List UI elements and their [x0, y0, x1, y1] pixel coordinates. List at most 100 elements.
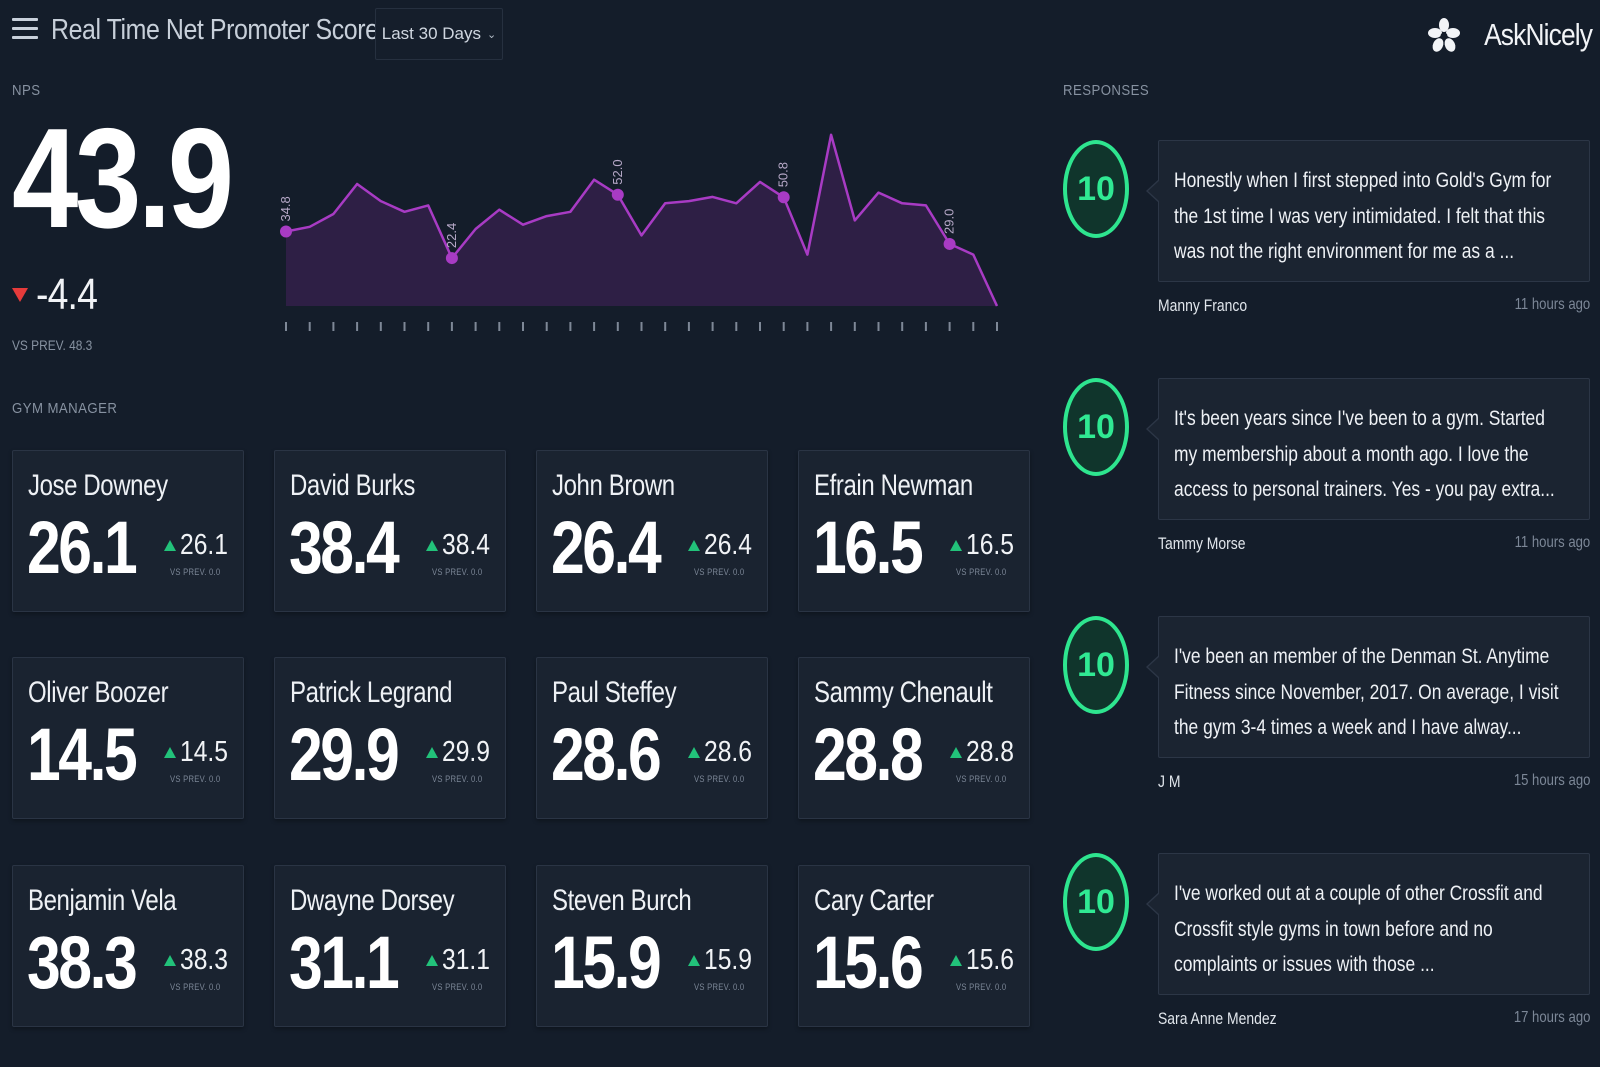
- trend-up-icon: [164, 747, 176, 758]
- response-item[interactable]: 10 I've been an member of the Denman St. …: [1063, 616, 1593, 816]
- manager-score: 15.6: [813, 921, 924, 1004]
- trend-up-icon: [688, 955, 700, 966]
- manager-previous: VS PREV. 0.0: [432, 774, 483, 784]
- trend-up-icon: [688, 540, 700, 551]
- manager-delta-value: 14.5: [180, 736, 228, 768]
- manager-previous: VS PREV. 0.0: [170, 774, 221, 784]
- respondent-name: Manny Franco: [1158, 296, 1248, 315]
- manager-card[interactable]: John Brown 26.4 26.4 VS PREV. 0.0: [536, 450, 768, 612]
- manager-score: 15.9: [551, 921, 662, 1004]
- manager-card[interactable]: Jose Downey 26.1 26.1 VS PREV. 0.0: [12, 450, 244, 612]
- hamburger-menu-icon[interactable]: [12, 18, 38, 40]
- response-score-badge: 10: [1063, 140, 1129, 238]
- manager-score: 28.6: [551, 713, 662, 796]
- nps-series-line: [285, 133, 999, 307]
- manager-name: Sammy Chenault: [814, 676, 993, 709]
- data-label: 34.8: [280, 196, 293, 221]
- response-comment-bubble[interactable]: I've been an member of the Denman St. An…: [1146, 616, 1590, 758]
- manager-score: 26.4: [551, 506, 662, 589]
- flower-logo-icon: [1427, 18, 1460, 52]
- manager-delta-value: 15.6: [966, 944, 1014, 976]
- trend-down-icon: [12, 288, 28, 302]
- manager-delta: 38.4: [426, 529, 498, 562]
- manager-delta: 38.3: [164, 944, 236, 977]
- manager-name: Oliver Boozer: [28, 676, 169, 709]
- manager-delta-value: 29.9: [442, 736, 490, 768]
- manager-score: 31.1: [289, 921, 400, 1004]
- gym-manager-label: GYM MANAGER: [12, 400, 118, 417]
- manager-delta: 28.6: [688, 736, 760, 769]
- trend-up-icon: [950, 747, 962, 758]
- manager-name: Benjamin Vela: [28, 884, 177, 917]
- responses-label: RESPONSES: [1063, 82, 1150, 99]
- nps-previous: VS PREV. 48.3: [12, 337, 93, 353]
- manager-previous: VS PREV. 0.0: [694, 567, 745, 577]
- manager-score: 38.4: [289, 506, 400, 589]
- manager-card[interactable]: Efrain Newman 16.5 16.5 VS PREV. 0.0: [798, 450, 1030, 612]
- data-point[interactable]: [280, 225, 292, 238]
- manager-delta-value: 28.8: [966, 736, 1014, 768]
- manager-delta: 29.9: [426, 736, 498, 769]
- data-label: 22.4: [444, 223, 459, 248]
- manager-delta-value: 38.3: [180, 944, 228, 976]
- nps-delta-value: -4.4: [36, 270, 98, 319]
- page-title: Real Time Net Promoter Score: [51, 14, 379, 46]
- manager-score: 29.9: [289, 713, 400, 796]
- nps-trend-chart: 34.8 22.4 52.0 50.8 29.0: [280, 133, 999, 331]
- response-comment-bubble[interactable]: I've worked out at a couple of other Cro…: [1146, 853, 1590, 995]
- manager-previous: VS PREV. 0.0: [432, 982, 483, 992]
- data-point[interactable]: [777, 191, 790, 204]
- response-score-badge: 10: [1063, 616, 1129, 714]
- trend-up-icon: [426, 955, 438, 966]
- date-range-select[interactable]: Last 30 Days ⌄: [375, 8, 503, 60]
- manager-delta: 26.4: [688, 529, 760, 562]
- manager-delta: 28.8: [950, 736, 1022, 769]
- response-comment: I've worked out at a couple of other Cro…: [1174, 882, 1543, 976]
- manager-card[interactable]: Patrick Legrand 29.9 29.9 VS PREV. 0.0: [274, 657, 506, 819]
- manager-card[interactable]: Sammy Chenault 28.8 28.8 VS PREV. 0.0: [798, 657, 1030, 819]
- trend-up-icon: [426, 747, 438, 758]
- manager-delta-value: 31.1: [442, 944, 490, 976]
- manager-card[interactable]: Dwayne Dorsey 31.1 31.1 VS PREV. 0.0: [274, 865, 506, 1027]
- manager-name: David Burks: [290, 469, 415, 502]
- manager-delta: 15.6: [950, 944, 1022, 977]
- response-comment: It's been years since I've been to a gym…: [1174, 407, 1555, 501]
- response-item[interactable]: 10 I've worked out at a couple of other C…: [1063, 853, 1593, 1053]
- date-range-value: Last 30 Days: [381, 24, 481, 43]
- data-label: 29.0: [942, 209, 957, 234]
- response-time: 11 hours ago: [1514, 296, 1590, 313]
- trend-up-icon: [426, 540, 438, 551]
- manager-previous: VS PREV. 0.0: [956, 774, 1007, 784]
- nps-label: NPS: [12, 82, 41, 99]
- manager-name: Patrick Legrand: [290, 676, 453, 709]
- trend-up-icon: [688, 747, 700, 758]
- trend-up-icon: [950, 540, 962, 551]
- manager-card[interactable]: Cary Carter 15.6 15.6 VS PREV. 0.0: [798, 865, 1030, 1027]
- manager-card[interactable]: David Burks 38.4 38.4 VS PREV. 0.0: [274, 450, 506, 612]
- manager-card[interactable]: Benjamin Vela 38.3 38.3 VS PREV. 0.0: [12, 865, 244, 1027]
- response-comment-bubble[interactable]: Honestly when I first stepped into Gold'…: [1146, 140, 1590, 282]
- trend-up-icon: [164, 540, 176, 551]
- data-point[interactable]: [445, 252, 458, 265]
- respondent-name: Tammy Morse: [1158, 534, 1246, 553]
- manager-name: Cary Carter: [814, 884, 934, 917]
- manager-card[interactable]: Oliver Boozer 14.5 14.5 VS PREV. 0.0: [12, 657, 244, 819]
- manager-card[interactable]: Steven Burch 15.9 15.9 VS PREV. 0.0: [536, 865, 768, 1027]
- manager-card[interactable]: Paul Steffey 28.6 28.6 VS PREV. 0.0: [536, 657, 768, 819]
- response-item[interactable]: 10 It's been years since I've been to a g…: [1063, 378, 1593, 578]
- response-item[interactable]: 10 Honestly when I first stepped into Gol…: [1063, 140, 1593, 340]
- manager-name: Efrain Newman: [814, 469, 973, 502]
- data-point[interactable]: [611, 188, 624, 201]
- response-score-badge: 10: [1063, 853, 1129, 951]
- manager-delta-value: 15.9: [704, 944, 752, 976]
- response-comment-bubble[interactable]: It's been years since I've been to a gym…: [1146, 378, 1590, 520]
- manager-name: Steven Burch: [552, 884, 692, 917]
- manager-name: Jose Downey: [28, 469, 168, 502]
- manager-name: Dwayne Dorsey: [290, 884, 455, 917]
- manager-delta: 31.1: [426, 944, 498, 977]
- response-comment: I've been an member of the Denman St. An…: [1174, 645, 1559, 739]
- nps-value: 43.9: [12, 99, 234, 258]
- data-point[interactable]: [943, 237, 956, 250]
- manager-previous: VS PREV. 0.0: [694, 982, 745, 992]
